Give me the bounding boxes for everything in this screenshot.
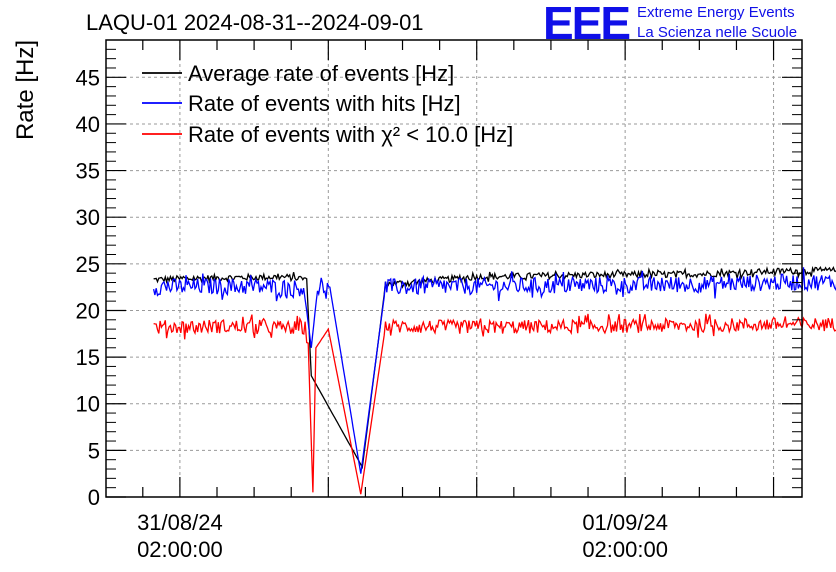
legend-label: Average rate of events [Hz]	[188, 61, 454, 86]
legend-entry: Rate of events with χ² < 10.0 [Hz]	[142, 122, 513, 147]
y-tick-label: 0	[88, 485, 100, 510]
legend: Average rate of events [Hz] Rate of event…	[142, 61, 513, 147]
logo-line-1: Extreme Energy Events	[637, 4, 795, 21]
x-tick-label-date: 01/09/24	[582, 510, 668, 535]
legend-label: Rate of events with χ² < 10.0 [Hz]	[188, 122, 513, 147]
y-tick-label: 5	[88, 438, 100, 463]
legend-entry: Average rate of events [Hz]	[142, 61, 454, 86]
y-tick-label: 15	[76, 345, 100, 370]
x-tick-label-time: 02:00:00	[137, 537, 223, 562]
series-line-3	[153, 313, 836, 495]
y-tick-labels: 0 5 10 15 20 25 30 35 40 45	[76, 65, 100, 510]
y-tick-label: 45	[76, 65, 100, 90]
y-tick-label: 10	[76, 392, 100, 417]
series-lines	[152, 265, 836, 495]
axis-ticks	[106, 40, 802, 498]
y-axis-label: Rate [Hz]	[12, 40, 39, 140]
legend-label: Rate of events with hits [Hz]	[188, 91, 461, 116]
y-tick-label: 40	[76, 112, 100, 137]
y-tick-label: 25	[76, 252, 100, 277]
logo-line-2: La Scienza nelle Scuole	[637, 24, 798, 41]
grid-lines	[106, 40, 802, 497]
y-tick-label: 30	[76, 205, 100, 230]
chart-title: LAQU-01 2024-08-31--2024-09-01	[86, 10, 424, 35]
plot-frame	[105, 39, 803, 498]
y-tick-label: 20	[76, 298, 100, 323]
series-line-2	[152, 267, 836, 474]
x-tick-label-date: 31/08/24	[137, 510, 223, 535]
series-line-1	[153, 265, 836, 470]
legend-entry: Rate of events with hits [Hz]	[142, 91, 461, 116]
eee-logo: EEE	[543, 0, 631, 49]
x-tick-label-time: 02:00:00	[582, 537, 668, 562]
y-tick-label: 35	[76, 159, 100, 184]
